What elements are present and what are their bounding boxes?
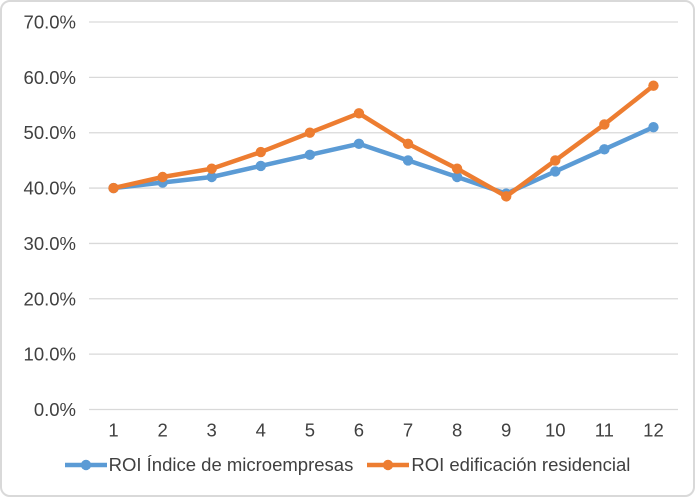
- data-point-marker: [599, 144, 610, 155]
- data-point-marker: [304, 149, 316, 161]
- y-axis-tick-label: 20.0%: [24, 288, 76, 309]
- data-point-marker: [648, 121, 659, 133]
- legend-marker-microempresas-icon: [64, 459, 107, 471]
- chart-legend: ROI Índice de microempresas ROI edificac…: [2, 454, 693, 476]
- data-point-marker: [304, 127, 316, 138]
- legend-label-residencial: ROI edificación residencial: [411, 454, 631, 475]
- legend-item-residencial: ROI edificación residencial: [367, 454, 630, 476]
- data-point-marker: [402, 138, 414, 149]
- x-axis-tick-label: 9: [501, 420, 511, 441]
- x-axis-tick-label: 5: [305, 420, 315, 441]
- data-point-marker: [353, 138, 365, 149]
- x-axis-tick-label: 10: [545, 420, 566, 441]
- x-axis-tick-label: 12: [643, 420, 664, 441]
- x-axis-tick-label: 8: [452, 420, 462, 441]
- data-point-marker: [402, 155, 414, 166]
- data-point-marker: [255, 146, 266, 158]
- data-point-marker: [108, 182, 119, 194]
- x-axis-tick-label: 4: [256, 420, 266, 441]
- data-point-marker: [451, 163, 463, 174]
- y-axis-tick-label: 10.0%: [24, 344, 76, 365]
- x-axis-tick-label: 1: [108, 420, 118, 441]
- data-point-marker: [451, 171, 463, 183]
- x-axis-tick-label: 2: [157, 420, 167, 441]
- series-line-0: [111, 124, 656, 196]
- data-point-marker: [206, 163, 217, 174]
- legend-label-microempresas: ROI Índice de microempresas: [108, 454, 354, 475]
- x-axis-tick-label: 3: [207, 420, 217, 441]
- x-axis-tick-label: 7: [403, 420, 413, 441]
- series-line-1: [111, 83, 656, 199]
- x-axis-tick-label: 6: [354, 420, 364, 441]
- legend-item-microempresas: ROI Índice de microempresas: [64, 454, 354, 476]
- data-point-marker: [648, 80, 659, 91]
- data-point-marker: [255, 160, 266, 172]
- x-axis-tick-label: 11: [595, 420, 614, 441]
- legend-marker-residencial-icon: [367, 459, 410, 471]
- y-axis-tick-label: 0.0%: [34, 399, 76, 420]
- data-point-marker: [206, 171, 217, 183]
- y-axis-tick-label: 30.0%: [24, 233, 76, 254]
- data-point-marker: [157, 171, 168, 183]
- y-axis-tick-label: 50.0%: [24, 122, 76, 143]
- data-point-marker: [550, 155, 561, 166]
- plot-area: 70.0% 60.0% 50.0% 40.0% 30.0% 20.0% 10.0% 0.0% 1…: [24, 12, 678, 441]
- y-axis-tick-label: 40.0%: [24, 178, 76, 199]
- data-point-marker: [501, 191, 512, 202]
- data-point-marker: [550, 166, 561, 177]
- data-point-marker: [353, 108, 365, 119]
- y-axis-tick-label: 60.0%: [24, 67, 76, 88]
- y-axis-tick-label: 70.0%: [24, 12, 76, 33]
- data-point-marker: [599, 119, 610, 130]
